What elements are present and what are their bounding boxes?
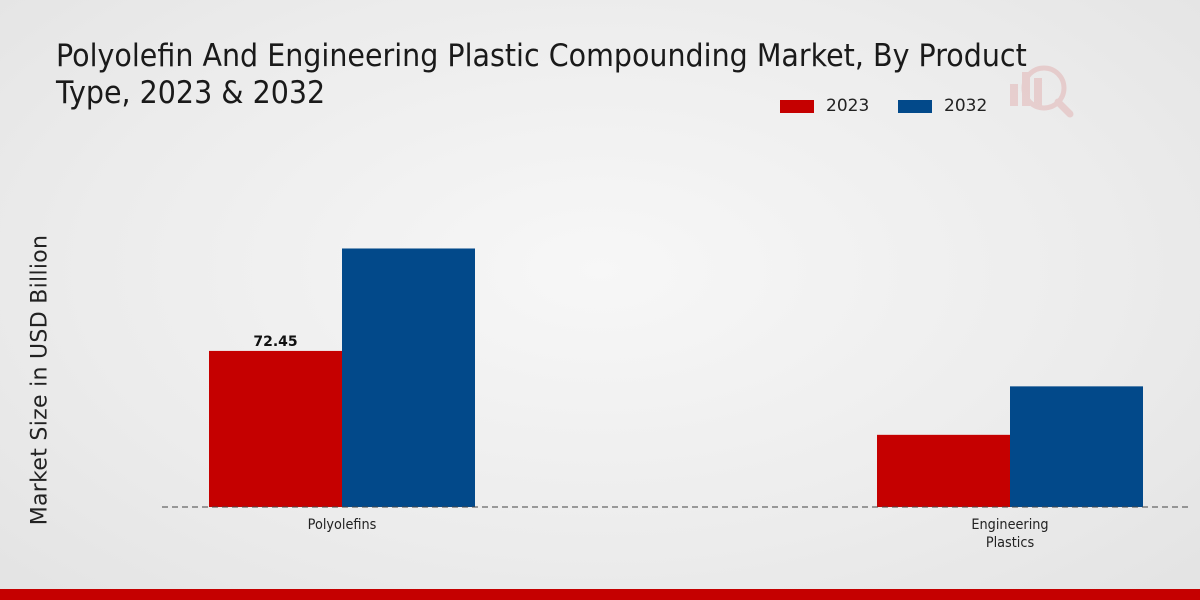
- bar-2023-1: [877, 434, 1010, 507]
- legend-label-2032: 2032: [944, 96, 988, 116]
- bar-2023-0: [209, 350, 342, 507]
- x-tick-label-1-line-0: Engineering: [971, 518, 1048, 534]
- legend-swatch-2023: [780, 99, 814, 113]
- legend-swatch-2032: [898, 99, 932, 113]
- legend-item-2023: 2023: [780, 96, 869, 116]
- x-tick-label-0: Polyolefins: [308, 518, 377, 534]
- bar-2032-0: [342, 248, 475, 507]
- data-label-2023-0: 72.45: [253, 334, 297, 350]
- bottom-accent-bar: [0, 589, 1200, 600]
- bar-2032-1: [1010, 386, 1143, 507]
- chart-title: Polyolefin And Engineering Plastic Compo…: [56, 38, 1027, 111]
- watermark-chart-icon: [1010, 65, 1074, 118]
- legend-label-2023: 2023: [826, 96, 870, 116]
- legend-item-2032: 2032: [898, 96, 987, 116]
- x-tick-label-1-line-1: Plastics: [986, 536, 1034, 552]
